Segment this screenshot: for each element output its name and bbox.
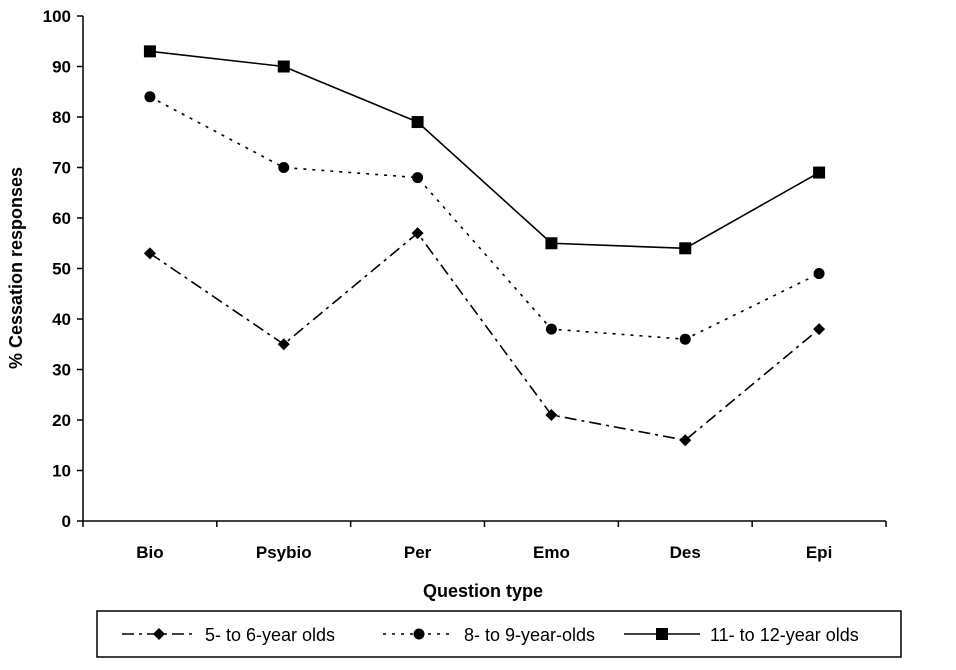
y-tick-label: 100 bbox=[43, 7, 71, 26]
data-point bbox=[813, 323, 826, 336]
legend-marker bbox=[153, 628, 165, 640]
series-2 bbox=[144, 91, 825, 345]
legend-entry: 11- to 12-year olds bbox=[624, 625, 859, 645]
y-tick-label: 70 bbox=[52, 159, 71, 178]
legend: 5- to 6-year olds 8- to 9-year-olds 11- to… bbox=[96, 610, 902, 658]
legend-box bbox=[96, 610, 902, 658]
y-tick-label: 30 bbox=[52, 361, 71, 380]
data-point bbox=[813, 166, 826, 179]
series-line bbox=[149, 96, 820, 341]
y-axis-title: % Cessation responses bbox=[6, 167, 26, 369]
legend-label: 8- to 9-year-olds bbox=[464, 625, 595, 645]
data-point bbox=[412, 172, 424, 184]
data-point bbox=[277, 338, 290, 351]
legend-label: 11- to 12-year olds bbox=[710, 625, 859, 645]
series-1 bbox=[143, 227, 826, 447]
legend-marker bbox=[656, 628, 668, 640]
x-axis-title: Question type bbox=[423, 581, 543, 601]
y-tick-label: 0 bbox=[62, 512, 71, 531]
series-3 bbox=[143, 45, 826, 255]
series-line bbox=[149, 231, 820, 442]
legend-entry: 5- to 6-year olds bbox=[122, 625, 335, 645]
x-tick-label: Per bbox=[404, 543, 432, 562]
data-point bbox=[143, 45, 156, 58]
y-tick-label: 40 bbox=[52, 310, 71, 329]
data-point bbox=[411, 227, 424, 240]
legend-marker bbox=[413, 628, 425, 640]
y-tick-label: 60 bbox=[52, 209, 71, 228]
y-tick-label: 10 bbox=[52, 462, 71, 481]
y-tick-label: 20 bbox=[52, 411, 71, 430]
data-point bbox=[679, 434, 692, 447]
axes: 0 10 20 30 40 50 60 70 80 90 100 Bio Psybio Per Emo Des… bbox=[43, 7, 887, 562]
data-point bbox=[679, 242, 692, 255]
data-point bbox=[813, 268, 825, 280]
x-tick-label: Psybio bbox=[256, 543, 312, 562]
x-tick-label: Bio bbox=[136, 543, 163, 562]
data-point bbox=[277, 60, 290, 73]
legend-label: 5- to 6-year olds bbox=[205, 625, 335, 645]
series-group bbox=[143, 45, 826, 447]
legend-entry: 8- to 9-year-olds bbox=[383, 625, 595, 645]
data-point bbox=[545, 237, 558, 250]
x-tick-label: Epi bbox=[806, 543, 832, 562]
y-tick-label: 80 bbox=[52, 108, 71, 127]
x-tick-label: Emo bbox=[533, 543, 570, 562]
y-tick-label: 50 bbox=[52, 260, 71, 279]
x-tick-label: Des bbox=[670, 543, 701, 562]
series-line bbox=[149, 50, 820, 250]
data-point bbox=[144, 91, 156, 103]
y-tick-label: 90 bbox=[52, 58, 71, 77]
data-point bbox=[679, 333, 691, 345]
data-point bbox=[545, 408, 558, 421]
data-point bbox=[545, 323, 557, 335]
data-point bbox=[278, 162, 290, 173]
data-point bbox=[411, 116, 424, 129]
data-point bbox=[143, 247, 156, 260]
